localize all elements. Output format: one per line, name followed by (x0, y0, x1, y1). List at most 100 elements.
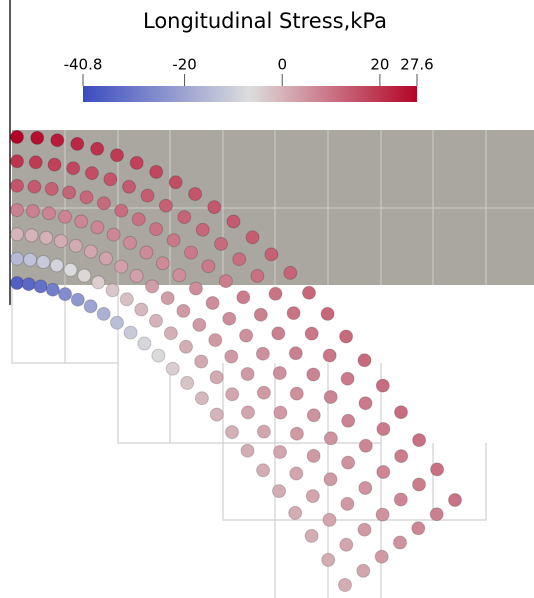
particle (323, 513, 336, 526)
particle (67, 162, 80, 175)
particle (97, 307, 110, 320)
particle (130, 156, 143, 169)
particle (274, 406, 287, 419)
particle (376, 379, 389, 392)
particle (273, 367, 286, 380)
particle (71, 137, 84, 150)
tick-label: 0 (277, 56, 287, 74)
particle (167, 234, 180, 247)
particle (150, 314, 163, 327)
particle (241, 368, 254, 381)
tick-label: 20 (370, 56, 389, 74)
particle (75, 215, 88, 228)
particle (124, 326, 137, 339)
particle (289, 347, 302, 360)
particle (449, 494, 462, 507)
particle (161, 292, 174, 305)
particle (375, 550, 388, 563)
tick-label: -40.8 (64, 56, 103, 74)
particle (322, 553, 335, 566)
particle (46, 283, 59, 296)
particle (11, 204, 24, 217)
particle (11, 252, 24, 265)
particle (340, 330, 353, 343)
particle (11, 277, 24, 290)
particle (210, 408, 223, 421)
particle (240, 329, 253, 342)
particle (357, 564, 370, 577)
particle (91, 221, 104, 234)
particle (11, 179, 24, 192)
particle (223, 312, 236, 325)
particle (132, 213, 145, 226)
particle (305, 529, 318, 542)
particle (166, 362, 179, 375)
particle (237, 291, 250, 304)
particle (321, 307, 334, 320)
particle (233, 253, 246, 266)
particle (307, 409, 320, 422)
particle (25, 229, 38, 242)
particle (48, 158, 61, 171)
particle (84, 300, 97, 313)
particle (26, 205, 39, 218)
particle (202, 260, 215, 273)
particle (164, 327, 177, 340)
particle (140, 246, 153, 259)
particle (242, 406, 255, 419)
particle (59, 210, 72, 223)
particle (208, 201, 221, 214)
particle (289, 506, 302, 519)
particle (115, 204, 128, 217)
particle (177, 304, 190, 317)
particle (307, 449, 320, 462)
particle (287, 307, 300, 320)
particle (34, 280, 47, 293)
particle (43, 207, 56, 220)
particle (80, 191, 93, 204)
particle (51, 134, 64, 147)
colorbar-scale (83, 86, 417, 102)
particle (254, 308, 267, 321)
particle (274, 446, 287, 459)
particle (138, 337, 151, 350)
particle (342, 414, 355, 427)
particle (28, 180, 41, 193)
figure: Longitudinal Stress,kPa -40.8-2002027.6 (0, 0, 534, 598)
particle (29, 156, 42, 169)
particle (11, 155, 24, 168)
particle (284, 266, 297, 279)
particle (115, 260, 128, 273)
particle (130, 269, 143, 282)
particle (359, 439, 372, 452)
particle (226, 388, 239, 401)
particle (152, 349, 165, 362)
particle (59, 288, 72, 301)
particle (215, 237, 228, 250)
tick-label: 27.6 (400, 56, 433, 74)
particle (257, 386, 270, 399)
particle (84, 245, 97, 258)
particle (376, 508, 389, 521)
particle (226, 426, 239, 439)
particle (413, 434, 426, 447)
particle (11, 228, 24, 241)
particle (290, 467, 303, 480)
particle (305, 327, 318, 340)
particle (37, 256, 50, 269)
particle (91, 142, 104, 155)
particle (31, 131, 44, 144)
particle (395, 406, 408, 419)
particle (159, 199, 172, 212)
particle (358, 354, 371, 367)
particle (11, 131, 24, 144)
particle (97, 197, 110, 210)
colorbar-title: Longitudinal Stress,kPa (143, 9, 387, 33)
particle (377, 423, 390, 436)
particle (257, 464, 270, 477)
particle (306, 490, 319, 503)
particle (206, 297, 219, 310)
particle (40, 231, 53, 244)
particle (63, 186, 76, 199)
particle (290, 427, 303, 440)
